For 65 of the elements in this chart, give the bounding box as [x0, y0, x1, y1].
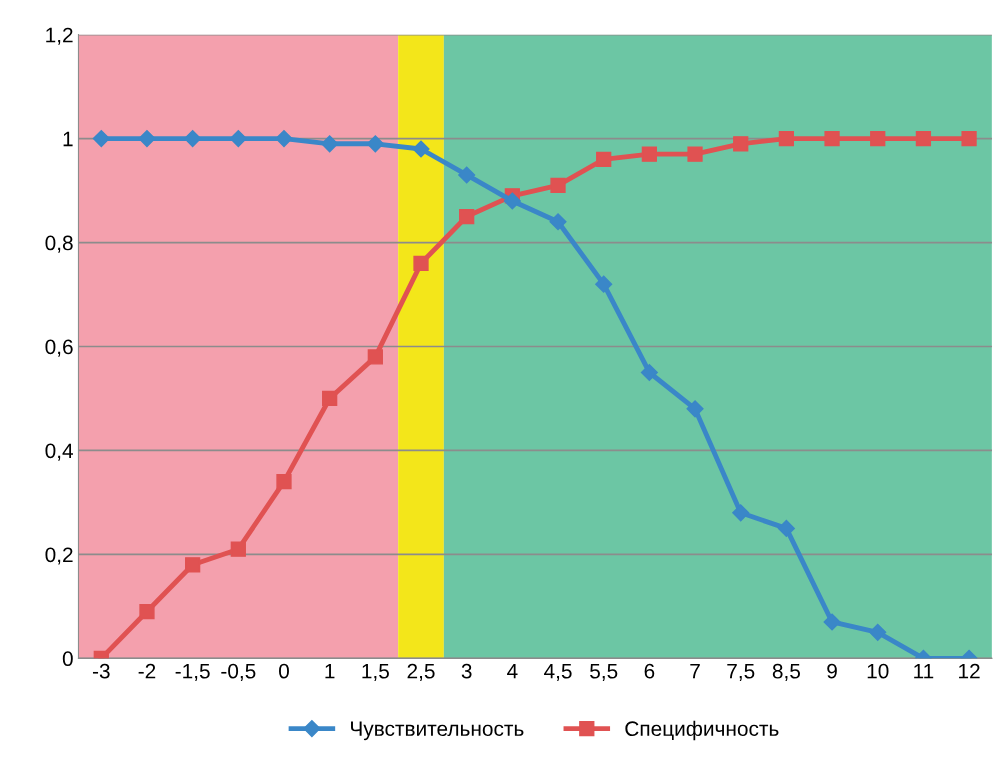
point [732, 504, 750, 522]
point [459, 208, 475, 225]
point [322, 390, 338, 407]
y-tick-label: 0,8 [45, 235, 73, 253]
point [458, 166, 476, 184]
point [412, 140, 430, 158]
point [184, 130, 202, 148]
point [961, 130, 977, 147]
x-tick-label: 8,5 [772, 663, 800, 681]
point [595, 275, 613, 293]
x-tick-label: -2 [138, 663, 156, 679]
point [778, 130, 795, 147]
x-tick-label: 1 [325, 663, 335, 679]
point [229, 130, 247, 148]
point [733, 136, 749, 152]
x-tick-label: -0,5 [221, 663, 256, 681]
point [915, 130, 932, 147]
x-tick-label: 4 [507, 663, 518, 679]
point [503, 192, 521, 210]
point [823, 613, 841, 631]
point [92, 130, 110, 148]
x-tick-label: 7 [690, 663, 700, 679]
point [366, 135, 384, 153]
point [138, 130, 156, 148]
y-tick-label: 1 [63, 131, 73, 147]
point [276, 473, 292, 490]
x-tick-label: 3 [461, 663, 472, 679]
x-tick-label: 2,5 [407, 663, 435, 681]
point [641, 146, 658, 162]
point [870, 130, 886, 147]
point [869, 623, 887, 641]
x-tick-label: 6 [644, 663, 655, 679]
point [640, 363, 658, 382]
point [413, 255, 429, 271]
y-tick-label: 1,2 [46, 27, 73, 45]
y-tick-label: 0,2 [45, 547, 73, 565]
point [549, 213, 567, 231]
point [139, 603, 155, 620]
y-tick-label: 0 [62, 651, 73, 667]
point [824, 130, 840, 147]
x-tick-label: -3 [92, 663, 110, 679]
point [321, 135, 339, 153]
x-tick-label: 0 [279, 663, 289, 679]
x-tick-label: 9 [827, 663, 837, 679]
point [185, 557, 201, 573]
x-tick-label: -1,5 [175, 663, 210, 681]
y-tick-label: 0,6 [45, 339, 73, 357]
point [687, 146, 703, 162]
legend-label: Специфичность [625, 720, 779, 741]
x-tick-label: 10 [867, 663, 889, 679]
point [550, 177, 566, 194]
x-tick-label: 12 [959, 663, 980, 679]
x-tick-label: 5,5 [590, 663, 618, 681]
x-tick-label: 7,5 [727, 663, 755, 681]
point [777, 519, 795, 537]
point [230, 541, 246, 557]
y-tick-label: 0,4 [45, 443, 73, 461]
point [686, 400, 704, 418]
point [367, 349, 383, 365]
point [275, 130, 293, 148]
x-tick-label: 1,5 [362, 663, 389, 681]
x-tick-label: 4,5 [544, 663, 572, 681]
x-tick-label: 11 [914, 663, 934, 679]
point [596, 151, 612, 168]
legend-label: Чувствительность [351, 721, 524, 741]
